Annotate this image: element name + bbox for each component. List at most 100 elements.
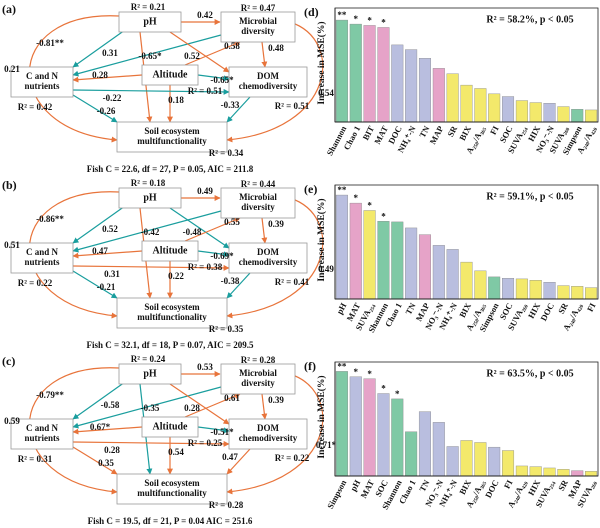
node-label: DOM — [257, 247, 280, 257]
node-label: C and N — [26, 71, 59, 81]
node-label: chemodiversity — [239, 433, 298, 443]
panel-label: (e) — [304, 182, 317, 196]
panel-label: (f) — [304, 359, 316, 373]
path-coefficient: -0.65* — [138, 51, 162, 61]
bar — [474, 442, 487, 477]
bar — [391, 44, 404, 123]
r-squared: R² = 0.21 — [131, 2, 166, 12]
r-squared: R² = 0.24 — [131, 354, 166, 364]
path-arrow — [261, 393, 268, 420]
significance: ** — [337, 185, 347, 195]
node-box — [141, 240, 199, 262]
path-coefficient: -0.79** — [36, 390, 64, 400]
path-arrow — [72, 74, 143, 83]
path-coefficient: 0.67* — [90, 422, 111, 432]
bar — [446, 446, 459, 477]
r-squared: R² = 0.31 — [18, 454, 53, 464]
plot-frame — [334, 361, 599, 477]
path-arrow — [197, 250, 230, 258]
node-label: nutrients — [24, 433, 60, 443]
r-squared: R² = 0.28 — [241, 355, 276, 365]
r-squared: R² = 0.34 — [209, 148, 244, 158]
node-label: Soil ecosystem — [144, 302, 200, 312]
path-coefficient: 0.28 — [184, 403, 200, 413]
bar — [502, 278, 515, 300]
node-label: DOM — [257, 71, 280, 81]
significance: * — [354, 367, 359, 377]
node-label: Microbial — [239, 368, 277, 378]
bar — [488, 276, 501, 300]
bar — [529, 466, 542, 477]
path-arrow — [72, 250, 143, 259]
path-arrow — [72, 426, 143, 435]
r-squared: R² = 0.28 — [209, 500, 244, 510]
r-squared: R² = 0.18 — [131, 178, 166, 188]
x-tick-label: DOC — [483, 478, 501, 499]
node-box — [228, 418, 308, 450]
bar — [377, 221, 390, 300]
path-coefficient: -0.22 — [103, 93, 122, 103]
path-coefficient: -0.69* — [210, 251, 234, 261]
r-squared: R² = 0.42 — [18, 102, 53, 112]
r-squared: R² = 0.51 — [275, 101, 310, 111]
node-box — [118, 187, 182, 209]
significance: * — [367, 369, 372, 379]
node-box — [141, 64, 199, 86]
significance: * — [354, 14, 359, 24]
r-squared: R² = 0.35 — [209, 324, 244, 334]
bar — [418, 234, 431, 300]
node-label: C and N — [26, 423, 59, 433]
path-arrow — [72, 386, 222, 429]
path-coefficient: 0.71* — [316, 440, 337, 450]
node-label: diversity — [241, 378, 275, 388]
bar — [391, 221, 404, 300]
path-arrow — [184, 393, 241, 418]
path-coefficient: 0.53 — [197, 362, 213, 372]
path-arrow — [72, 88, 230, 95]
path-arrow — [226, 448, 251, 475]
x-tick-label: SR — [445, 123, 459, 138]
node-label: multifunctionality — [137, 136, 207, 146]
significance: ** — [337, 361, 347, 371]
y-axis-label: Increase in MSE(%) — [316, 21, 327, 104]
bar — [529, 102, 542, 123]
bar — [363, 378, 376, 477]
bar — [515, 278, 528, 300]
path-arrow — [169, 383, 230, 425]
node-label: Altitude — [153, 69, 189, 80]
bar — [405, 49, 418, 123]
x-tick-label: MAT — [358, 478, 376, 500]
path-coefficient: 0.39 — [268, 395, 284, 405]
node-label: pH — [143, 192, 157, 203]
bar — [349, 23, 362, 123]
bar — [515, 100, 528, 123]
path-coefficient: -0.21 — [97, 282, 116, 292]
bar — [571, 470, 584, 477]
node-box — [220, 187, 296, 219]
significance: * — [367, 201, 372, 211]
x-tick-label: DOC — [538, 301, 556, 322]
bar — [460, 440, 473, 477]
path-coefficient: 0.59 — [4, 416, 20, 426]
model-fit: Fish C = 32.1, df = 18, P = 0.07, AIC = … — [86, 340, 254, 350]
node-label: Soil ecosystem — [144, 126, 200, 136]
bar — [557, 469, 570, 477]
x-tick-label: pH — [334, 301, 348, 316]
r-squared: R² = 0.38 — [188, 262, 223, 272]
bar — [557, 106, 570, 123]
path-coefficient: 0.58 — [224, 41, 240, 51]
x-tick-label: pH — [348, 478, 362, 493]
bar — [460, 84, 473, 123]
node-label: Altitude — [153, 245, 189, 256]
r-squared: R² = 0.51 — [188, 86, 223, 96]
significance: * — [395, 389, 400, 399]
path-arrow — [72, 270, 118, 299]
bar — [432, 422, 445, 477]
significance: ** — [337, 10, 347, 20]
bar — [418, 411, 431, 477]
path-arrow — [169, 207, 230, 249]
path-coefficient: -0.35 — [141, 403, 160, 413]
node-box — [228, 242, 308, 274]
